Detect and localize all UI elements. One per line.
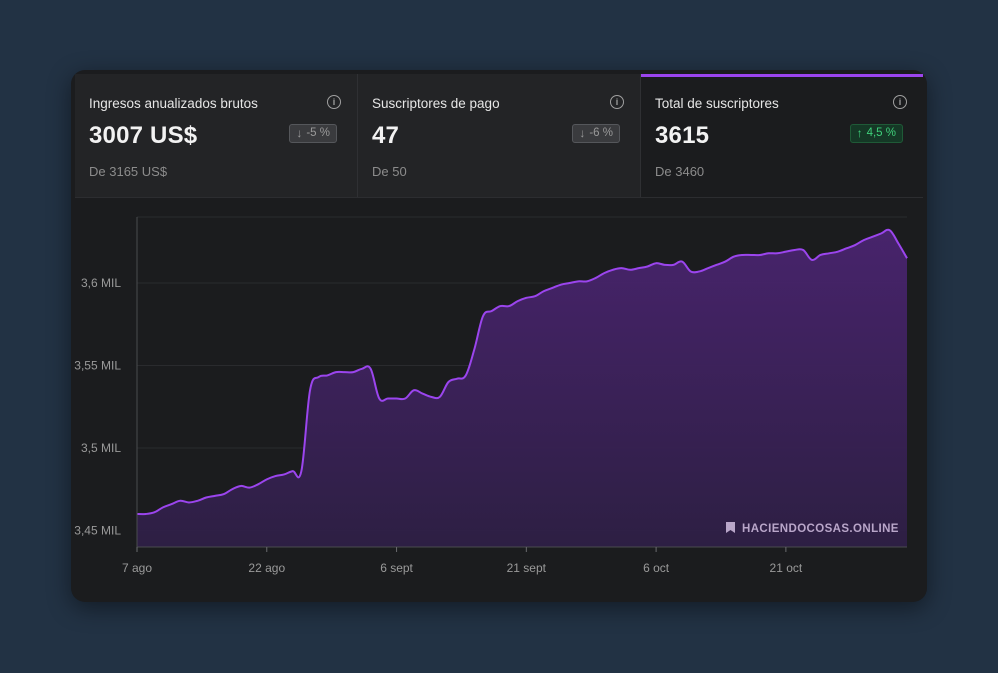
- stats-row: Ingresos anualizados brutos i 3007 US$ ↓…: [75, 74, 923, 198]
- x-tick-label: 6 oct: [643, 561, 670, 575]
- watermark-text: HACIENDOCOSAS.ONLINE: [742, 523, 899, 535]
- series-line: [136, 228, 908, 516]
- x-tick-label: 21 sept: [507, 561, 547, 575]
- change-badge: ↓ -6 %: [572, 124, 620, 143]
- x-tick-label: 21 oct: [770, 561, 803, 575]
- stat-label: Total de suscriptores: [655, 96, 779, 111]
- change-value: 4,5 %: [866, 127, 896, 139]
- series-area: [137, 229, 907, 547]
- arrow-down-icon: ↓: [579, 126, 586, 140]
- change-value: -6 %: [589, 127, 613, 139]
- stat-gross-revenue[interactable]: Ingresos anualizados brutos i 3007 US$ ↓…: [75, 74, 358, 197]
- stat-previous: De 50: [372, 164, 407, 179]
- y-tick-label: 3,45 MIL: [74, 524, 121, 538]
- y-tick-label: 3,5 MIL: [81, 441, 121, 455]
- watermark: HACIENDOCOSAS.ONLINE: [726, 522, 899, 535]
- dashboard-card: Ingresos anualizados brutos i 3007 US$ ↓…: [71, 70, 927, 602]
- change-badge: ↓ -5 %: [289, 124, 337, 143]
- subscribers-chart: 3,45 MIL 3,5 MIL 3,55 MIL 3,6 MIL 7 ago 22 a…: [74, 216, 908, 575]
- stat-previous: De 3460: [655, 164, 705, 179]
- arrow-up-icon: ↑: [856, 126, 863, 140]
- change-value: -5 %: [306, 127, 330, 139]
- info-icon[interactable]: i: [893, 95, 907, 109]
- stat-label: Suscriptores de pago: [372, 96, 500, 111]
- stat-value: 3007 US$: [89, 122, 198, 149]
- x-tick-label: 6 sept: [380, 561, 413, 575]
- x-tick-label: 7 ago: [122, 561, 152, 575]
- stat-value: 47: [372, 122, 400, 149]
- arrow-down-icon: ↓: [296, 126, 303, 140]
- stat-label: Ingresos anualizados brutos: [89, 96, 258, 111]
- y-tick-label: 3,55 MIL: [74, 359, 121, 373]
- stat-value: 3615: [655, 122, 710, 149]
- x-tick-label: 22 ago: [248, 561, 285, 575]
- y-tick-label: 3,6 MIL: [81, 276, 121, 290]
- stat-previous: De 3165 US$: [89, 164, 168, 179]
- stat-total-subscribers[interactable]: Total de suscriptores i 3615 ↑ 4,5 % De …: [641, 74, 923, 197]
- info-icon[interactable]: i: [327, 95, 341, 109]
- stat-paid-subscribers[interactable]: Suscriptores de pago i 47 ↓ -6 % De 50: [358, 74, 641, 197]
- info-icon[interactable]: i: [610, 95, 624, 109]
- bookmark-icon: [726, 522, 735, 533]
- change-badge: ↑ 4,5 %: [849, 124, 903, 143]
